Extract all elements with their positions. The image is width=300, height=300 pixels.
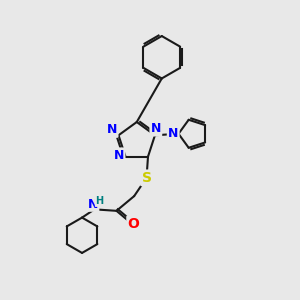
Text: S: S xyxy=(142,171,152,185)
Text: N: N xyxy=(168,127,178,140)
Text: O: O xyxy=(128,217,140,231)
Text: N: N xyxy=(151,122,161,135)
Text: N: N xyxy=(88,198,98,211)
Text: H: H xyxy=(95,196,104,206)
Text: N: N xyxy=(107,124,117,136)
Text: N: N xyxy=(114,149,124,162)
